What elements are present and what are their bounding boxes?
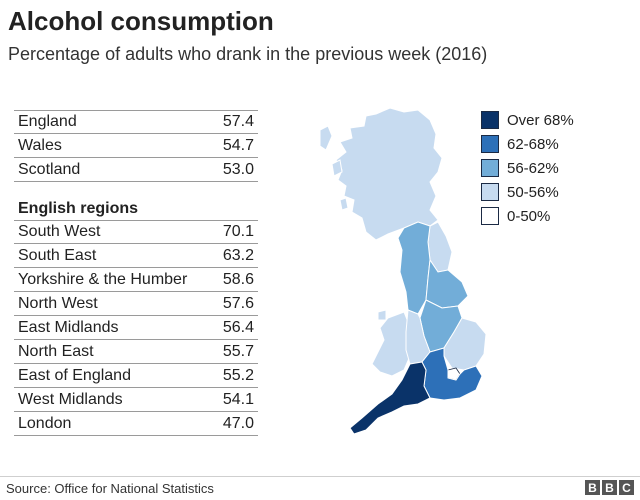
table-row: South East 63.2 bbox=[14, 244, 258, 268]
island-islay bbox=[339, 197, 349, 211]
chart-subtitle: Percentage of adults who drank in the pr… bbox=[8, 44, 488, 64]
table-row: East of England 55.2 bbox=[14, 364, 258, 388]
table-row: East Midlands 56.4 bbox=[14, 316, 258, 340]
logo-block: B bbox=[585, 480, 600, 495]
legend-swatch bbox=[481, 183, 499, 201]
legend-label: 56-62% bbox=[507, 159, 559, 177]
table-row: London 47.0 bbox=[14, 412, 258, 436]
nations-table: England 57.4 Wales 54.7 Scotland 53.0 bbox=[14, 110, 258, 182]
source-note: Source: Office for National Statistics bbox=[6, 481, 214, 496]
region-north-west bbox=[397, 221, 431, 315]
legend-label: 62-68% bbox=[507, 135, 559, 153]
row-value: 70.1 bbox=[222, 223, 254, 240]
row-name: North West bbox=[18, 295, 98, 312]
row-value: 57.4 bbox=[222, 113, 254, 130]
region-scotland bbox=[335, 107, 443, 241]
row-value: 57.6 bbox=[222, 295, 254, 312]
row-value: 55.7 bbox=[222, 343, 254, 360]
logo-block: B bbox=[602, 480, 617, 495]
row-name: East of England bbox=[18, 367, 131, 384]
legend-swatch bbox=[481, 159, 499, 177]
row-name: Yorkshire & the Humber bbox=[18, 271, 188, 288]
legend-item: 50-56% bbox=[481, 180, 574, 204]
row-value: 58.6 bbox=[222, 271, 254, 288]
row-name: East Midlands bbox=[18, 319, 119, 336]
table-row: Yorkshire & the Humber 58.6 bbox=[14, 268, 258, 292]
island-skye bbox=[331, 159, 343, 177]
region-wales bbox=[371, 311, 411, 377]
map-legend: Over 68% 62-68% 56-62% 50-56% 0-50% bbox=[481, 108, 574, 228]
table-row: England 57.4 bbox=[14, 110, 258, 134]
table-row: North West 57.6 bbox=[14, 292, 258, 316]
table-row: Scotland 53.0 bbox=[14, 158, 258, 182]
chart-title: Alcohol consumption bbox=[8, 6, 274, 36]
table-row: West Midlands 54.1 bbox=[14, 388, 258, 412]
table-row: Wales 54.7 bbox=[14, 134, 258, 158]
footer-divider bbox=[0, 476, 640, 477]
legend-label: Over 68% bbox=[507, 111, 574, 129]
table-row: North East 55.7 bbox=[14, 340, 258, 364]
uk-choropleth-map bbox=[319, 107, 487, 435]
regions-table: South West 70.1 South East 63.2 Yorkshir… bbox=[14, 220, 258, 436]
row-name: Scotland bbox=[18, 161, 81, 178]
table-row: South West 70.1 bbox=[14, 220, 258, 244]
row-value: 53.0 bbox=[222, 161, 254, 178]
legend-label: 50-56% bbox=[507, 183, 559, 201]
row-name: South West bbox=[18, 223, 101, 240]
legend-item: 0-50% bbox=[481, 204, 574, 228]
row-value: 54.1 bbox=[222, 391, 254, 408]
row-value: 63.2 bbox=[222, 247, 254, 264]
legend-swatch bbox=[481, 207, 499, 225]
logo-block: C bbox=[619, 480, 634, 495]
row-name: South East bbox=[18, 247, 97, 264]
row-value: 56.4 bbox=[222, 319, 254, 336]
legend-item: 62-68% bbox=[481, 132, 574, 156]
row-value: 47.0 bbox=[222, 415, 254, 432]
row-name: West Midlands bbox=[18, 391, 123, 408]
row-name: North East bbox=[18, 343, 94, 360]
legend-swatch bbox=[481, 135, 499, 153]
row-name: London bbox=[18, 415, 72, 432]
row-name: England bbox=[18, 113, 77, 130]
legend-label: 0-50% bbox=[507, 207, 551, 225]
bbc-logo: B B C bbox=[585, 480, 634, 495]
island-anglesey bbox=[377, 309, 387, 321]
row-name: Wales bbox=[18, 137, 62, 154]
region-south-west bbox=[349, 361, 431, 435]
island-hebrides bbox=[319, 125, 333, 151]
legend-item: Over 68% bbox=[481, 108, 574, 132]
row-value: 54.7 bbox=[222, 137, 254, 154]
regions-heading: English regions bbox=[18, 200, 139, 217]
legend-swatch bbox=[481, 111, 499, 129]
row-value: 55.2 bbox=[222, 367, 254, 384]
legend-item: 56-62% bbox=[481, 156, 574, 180]
